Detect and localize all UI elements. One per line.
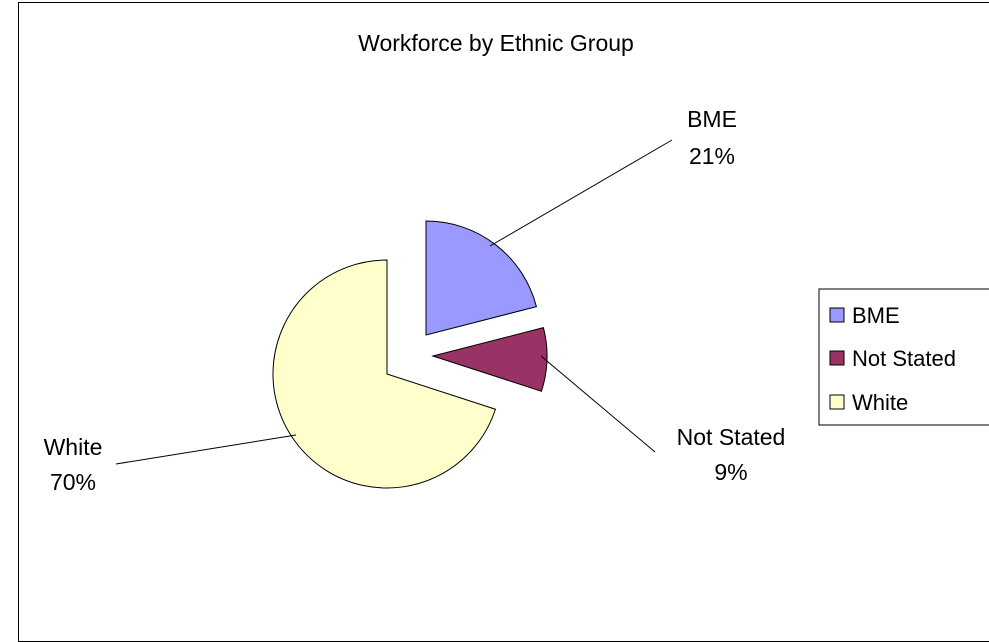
data-label-name-not-stated: Not Stated (677, 424, 786, 450)
legend-box (818, 288, 989, 426)
legend: BME Not Stated White (818, 288, 989, 426)
leader-line-not-stated (540, 355, 656, 453)
pie-slices (272, 220, 548, 489)
data-label-value-not-stated: 9% (714, 459, 747, 485)
legend-label-not-stated: Not Stated (852, 346, 956, 371)
pie-chart: Workforce by Ethnic Group BME 21% Not Stat… (44, 30, 989, 495)
leader-line-white (115, 434, 297, 465)
legend-swatch-bme (829, 307, 845, 323)
leader-line-bme (489, 139, 673, 247)
pie-slice-white (272, 259, 497, 489)
data-label-name-bme: BME (687, 106, 737, 132)
legend-items: BME Not Stated White (829, 303, 956, 415)
data-label-value-bme: 21% (689, 143, 735, 169)
legend-label-bme: BME (852, 303, 900, 328)
legend-label-white: White (852, 390, 908, 415)
data-label-name-white: White (44, 434, 103, 460)
pie-slice-not-stated (431, 327, 548, 392)
leader-lines (115, 139, 673, 465)
legend-swatch-not-stated (829, 350, 845, 366)
chart-title: Workforce by Ethnic Group (358, 30, 634, 56)
legend-swatch-white (829, 394, 845, 410)
pie-slice-bme (425, 220, 538, 336)
data-labels: BME 21% Not Stated 9% White 70% (44, 106, 786, 495)
data-label-value-white: 70% (50, 469, 96, 495)
